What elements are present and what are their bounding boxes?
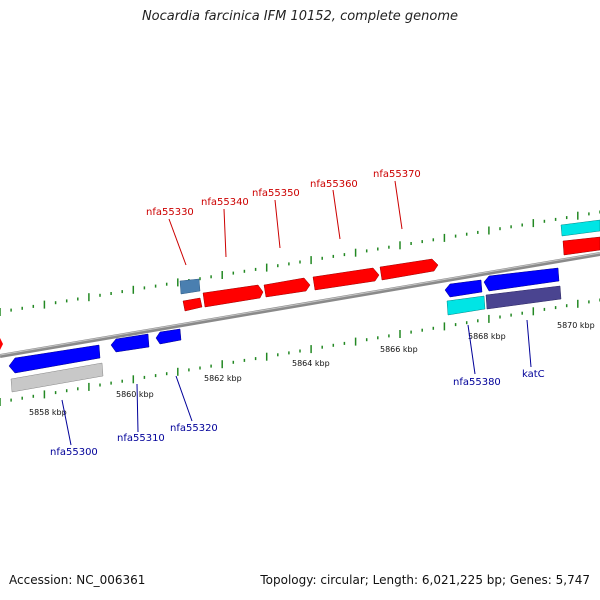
gene-arrow-slate[interactable] <box>485 285 562 310</box>
leader-nfa55380 <box>467 324 476 375</box>
reverse-gene-labels <box>61 319 532 446</box>
label-nfa55370[interactable]: nfa55370 <box>373 169 421 180</box>
label-nfa55350[interactable]: nfa55350 <box>252 188 300 199</box>
forward-tick-track <box>0 210 600 316</box>
label-nfa55340[interactable]: nfa55340 <box>201 197 249 208</box>
leader-nfa55350 <box>274 199 281 249</box>
reverse-tick-track <box>0 298 600 406</box>
gene-arrow-nfa55310[interactable] <box>110 333 150 353</box>
gene-arrow-nfa55340[interactable] <box>202 284 264 308</box>
reverse-gene-track <box>8 267 562 393</box>
gene-arrow-nfa55350[interactable] <box>263 277 311 298</box>
leader-nfa55300 <box>61 399 72 446</box>
scale-label-5870: 5870 kbp <box>557 321 595 330</box>
gene-arrow-red-left-edge[interactable] <box>0 338 3 350</box>
gene-arrow-cyan-right[interactable] <box>560 219 600 237</box>
gene-arrow-nfa55320[interactable] <box>155 328 182 345</box>
scale-labels: 5858 kbp 5860 kbp 5862 kbp 5864 kbp 5866… <box>29 321 595 417</box>
label-nfa55310[interactable]: nfa55310 <box>117 433 165 444</box>
leader-nfa55370 <box>394 180 403 230</box>
leader-katC <box>526 319 532 368</box>
scale-label-5858: 5858 kbp <box>29 408 67 417</box>
genome-title: Nocardia farcinica IFM 10152, complete g… <box>141 9 459 24</box>
scale-label-5860: 5860 kbp <box>116 390 154 399</box>
scale-label-5868: 5868 kbp <box>468 332 506 341</box>
gene-arrow-red-right[interactable] <box>562 236 600 256</box>
leader-nfa55330 <box>168 218 187 266</box>
label-nfa55330[interactable]: nfa55330 <box>146 207 194 218</box>
gene-arrow-nfa55300-pseudo[interactable] <box>10 362 104 393</box>
genome-backbone <box>0 252 600 358</box>
label-nfa55360[interactable]: nfa55360 <box>310 179 358 190</box>
leader-nfa55360 <box>332 189 341 240</box>
gene-arrow-nfa55380[interactable] <box>444 279 483 298</box>
accession-text: Accession: NC_006361 <box>9 573 146 587</box>
label-nfa55320[interactable]: nfa55320 <box>170 423 218 434</box>
gene-arrow-nfa55330[interactable] <box>179 278 201 295</box>
label-nfa55300[interactable]: nfa55300 <box>50 447 98 458</box>
gene-arrow-katC[interactable] <box>483 267 560 292</box>
gene-arrow-nfa55370[interactable] <box>379 258 439 281</box>
leader-nfa55320 <box>175 375 193 422</box>
gene-arrow-cyan[interactable] <box>446 295 486 316</box>
label-nfa55380[interactable]: nfa55380 <box>453 377 501 388</box>
gene-arrow-small-red[interactable] <box>182 297 203 312</box>
label-katC[interactable]: katC <box>522 369 545 380</box>
scale-label-5864: 5864 kbp <box>292 359 330 368</box>
forward-gene-track <box>0 219 600 350</box>
scale-label-5862: 5862 kbp <box>204 374 242 383</box>
scale-label-5866: 5866 kbp <box>380 345 418 354</box>
gene-arrow-nfa55300[interactable] <box>8 344 101 374</box>
genome-summary-text: Topology: circular; Length: 6,021,225 bp… <box>260 573 590 587</box>
leader-nfa55340 <box>223 208 227 258</box>
leader-nfa55310 <box>136 383 139 433</box>
forward-gene-labels <box>168 180 403 266</box>
gene-arrow-nfa55360[interactable] <box>312 267 380 291</box>
